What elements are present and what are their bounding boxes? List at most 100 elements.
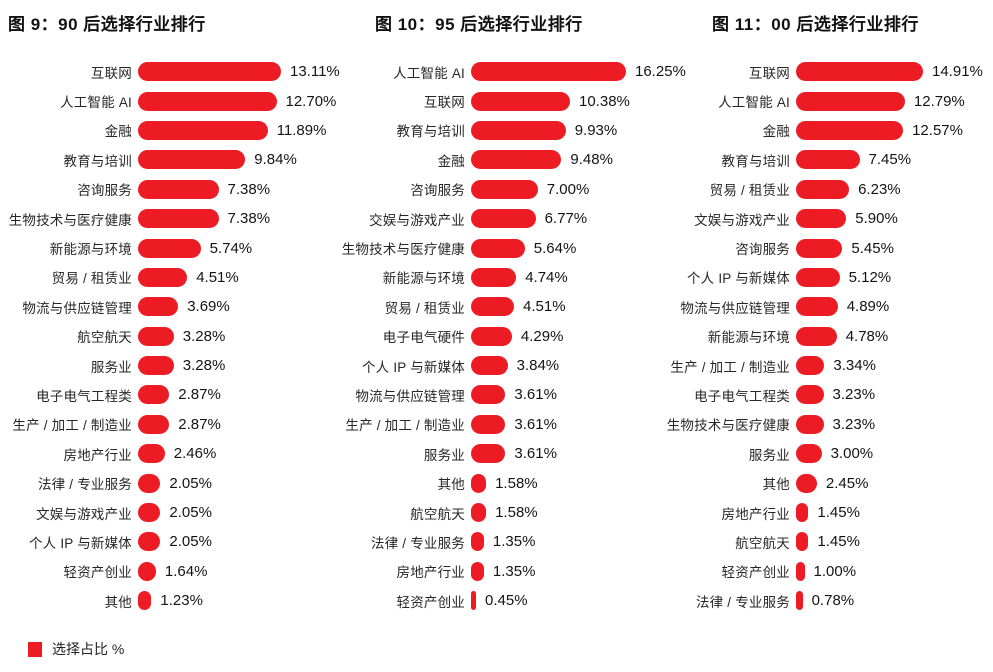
bar-value: 3.23% (832, 386, 876, 404)
bar-value: 1.45% (817, 504, 860, 522)
bar-value: 11.89% (276, 121, 327, 139)
bar (138, 385, 170, 405)
bar-row: 房地产行业 2.46% (0, 439, 330, 468)
bar-label: 个人 IP 与新媒体 (686, 271, 790, 287)
bar-label: 法律 / 专业服务 (695, 594, 790, 610)
bar-row: 贸易 / 租赁业 6.23% (660, 175, 993, 204)
bar-label: 其他 (762, 477, 790, 493)
bar (796, 356, 825, 376)
chart-rows-2: 互联网 14.91% 人工智能 AI 12.79% 金融 12.57% 教育与培训 7.45%… (660, 57, 993, 615)
bar-value: 12.57% (912, 121, 963, 139)
bar (138, 532, 161, 552)
bar (138, 238, 201, 258)
bar-row: 航空航天 1.58% (330, 498, 660, 527)
bar-row: 互联网 10.38% (330, 86, 660, 115)
bar-label: 咨询服务 (410, 183, 465, 199)
bar-value: 5.74% (209, 239, 253, 257)
bar-label: 其他 (104, 594, 132, 610)
bar-label: 法律 / 专业服务 (37, 477, 132, 493)
bar-value: 12.79% (913, 92, 965, 110)
bar-value: 3.61% (514, 386, 557, 404)
bar-row: 人工智能 AI 12.79% (660, 86, 993, 115)
bar (471, 532, 484, 552)
bar-row: 金融 11.89% (0, 116, 330, 145)
bar (471, 444, 506, 464)
bar-row: 新能源与环境 4.78% (660, 322, 993, 351)
bar (471, 385, 506, 405)
bar-label: 生物技术与医疗健康 (8, 212, 132, 228)
bar-value: 9.84% (254, 151, 297, 169)
bar-value: 4.89% (846, 298, 890, 316)
bar-value: 3.28% (182, 327, 226, 345)
bar-value: 5.64% (533, 239, 577, 257)
bar-row: 金融 9.48% (330, 145, 660, 174)
bar-row: 生产 / 加工 / 制造业 3.34% (660, 351, 993, 380)
bar (796, 591, 803, 611)
bar-row: 文娱与游戏产业 5.90% (660, 204, 993, 233)
bar-value: 3.61% (514, 445, 557, 463)
bar-label: 物流与供应链管理 (680, 300, 790, 316)
bar (796, 532, 809, 552)
bar-label: 新能源与环境 (707, 330, 790, 346)
bar-label: 生物技术与医疗健康 (666, 418, 790, 434)
bar-value: 3.61% (514, 415, 557, 433)
bar-value: 9.48% (570, 151, 613, 169)
bar-value: 3.00% (830, 445, 874, 463)
chart-post-00s: 图 11：00 后选择行业排行 互联网 14.91% 人工智能 AI 12.79% 金融… (660, 0, 993, 615)
bar-value: 3.23% (832, 415, 876, 433)
bar-value: 9.93% (574, 121, 618, 139)
bar (138, 150, 246, 170)
bar (138, 326, 174, 346)
bar-row: 航空航天 3.28% (0, 322, 330, 351)
bar-value: 3.84% (516, 357, 560, 375)
bar (138, 444, 165, 464)
bar-row: 个人 IP 与新媒体 3.84% (330, 351, 660, 380)
bar-value: 12.70% (285, 92, 337, 110)
legend-label: 选择占比 % (52, 641, 125, 657)
bar-value: 7.45% (868, 151, 912, 169)
bar-row: 个人 IP 与新媒体 2.05% (0, 527, 330, 556)
bar-row: 新能源与环境 4.74% (330, 263, 660, 292)
bar-row: 金融 12.57% (660, 116, 993, 145)
bar (471, 179, 538, 199)
bar-label: 电子电气工程类 (36, 388, 132, 404)
bar-value: 0.45% (485, 592, 528, 610)
bar (138, 414, 170, 434)
bar-value: 7.38% (227, 180, 271, 198)
chart-rows-0: 互联网 13.11% 人工智能 AI 12.70% 金融 11.89% 教育与培训 9.84%… (0, 57, 340, 615)
bar-label: 教育与培训 (721, 153, 790, 169)
bar-row: 物流与供应链管理 3.69% (0, 292, 330, 321)
bar-row: 互联网 14.91% (660, 57, 993, 86)
bar-row: 生产 / 加工 / 制造业 2.87% (0, 410, 330, 439)
bar (796, 62, 923, 82)
bar-label: 教育与培训 (396, 124, 465, 140)
bar-row: 贸易 / 租赁业 4.51% (330, 292, 660, 321)
chart-title-post-90s: 图 9：90 后选择行业排行 (8, 15, 206, 34)
bar-label: 金融 (762, 124, 790, 140)
bar-row: 法律 / 专业服务 2.05% (0, 468, 330, 497)
bar (471, 209, 536, 229)
bar-label: 其他 (437, 477, 465, 493)
bar (138, 209, 219, 229)
bar-label: 航空航天 (410, 506, 465, 522)
bar-label: 法律 / 专业服务 (370, 535, 465, 551)
bar-label: 轻资产创业 (396, 594, 465, 610)
bar-row: 个人 IP 与新媒体 5.12% (660, 263, 993, 292)
bar-row: 文娱与游戏产业 2.05% (0, 498, 330, 527)
bar-row: 其他 1.58% (330, 468, 660, 497)
bar-value: 1.58% (495, 474, 538, 492)
bar-label: 人工智能 AI (393, 65, 465, 81)
chart-title-post-00s: 图 11：00 后选择行业排行 (712, 15, 919, 34)
bar-row: 服务业 3.28% (0, 351, 330, 380)
bar-value: 3.34% (833, 357, 876, 375)
bar-label: 航空航天 (77, 330, 132, 346)
bar-value: 5.12% (848, 268, 892, 286)
bar-value: 2.45% (825, 474, 869, 492)
bar-row: 电子电气工程类 3.23% (660, 380, 993, 409)
bar-label: 轻资产创业 (63, 565, 132, 581)
bar (471, 591, 476, 611)
bar (796, 267, 840, 287)
bar-value: 3.69% (187, 298, 230, 316)
bar (796, 444, 822, 464)
bar-row: 人工智能 AI 12.70% (0, 86, 336, 115)
